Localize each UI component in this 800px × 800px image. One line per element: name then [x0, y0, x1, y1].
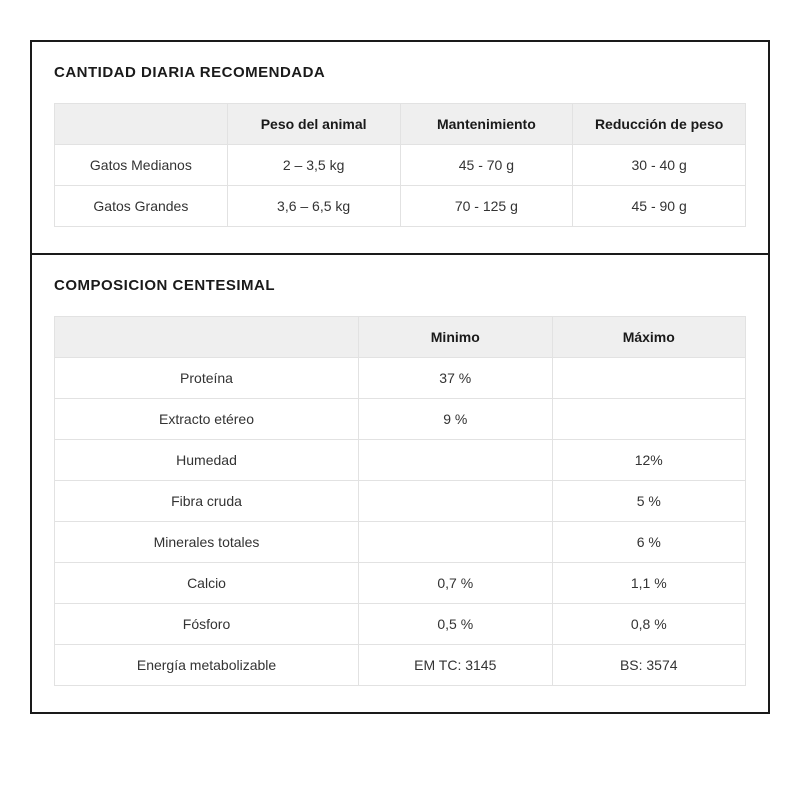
daily-row-peso: 2 – 3,5 kg [227, 145, 400, 186]
composition-row: Proteína 37 % [55, 358, 746, 399]
daily-header-row: Peso del animal Mantenimiento Reducción … [55, 104, 746, 145]
comp-row-min: EM TC: 3145 [359, 645, 552, 686]
composition-row: Calcio 0,7 % 1,1 % [55, 563, 746, 604]
comp-row-label: Fósforo [55, 604, 359, 645]
comp-row-label: Humedad [55, 440, 359, 481]
composition-row: Extracto etéreo 9 % [55, 399, 746, 440]
composition-row: Fósforo 0,5 % 0,8 % [55, 604, 746, 645]
comp-row-label: Extracto etéreo [55, 399, 359, 440]
composition-section: COMPOSICION CENTESIMAL Minimo Máximo Pro… [32, 255, 768, 712]
comp-row-max: 6 % [552, 522, 746, 563]
comp-row-max: 12% [552, 440, 746, 481]
daily-row-label: Gatos Medianos [55, 145, 228, 186]
comp-row-label: Proteína [55, 358, 359, 399]
comp-row-min: 37 % [359, 358, 552, 399]
daily-section: CANTIDAD DIARIA RECOMENDADA Peso del ani… [32, 42, 768, 255]
composition-row: Minerales totales 6 % [55, 522, 746, 563]
comp-row-min [359, 440, 552, 481]
comp-row-min: 9 % [359, 399, 552, 440]
composition-row: Energía metabolizable EM TC: 3145 BS: 35… [55, 645, 746, 686]
daily-row-red: 45 - 90 g [573, 186, 746, 227]
comp-row-label: Calcio [55, 563, 359, 604]
comp-row-label: Minerales totales [55, 522, 359, 563]
comp-col-min: Minimo [359, 317, 552, 358]
comp-row-label: Fibra cruda [55, 481, 359, 522]
comp-row-max: 1,1 % [552, 563, 746, 604]
daily-row-mant: 45 - 70 g [400, 145, 573, 186]
daily-row-red: 30 - 40 g [573, 145, 746, 186]
comp-row-min: 0,5 % [359, 604, 552, 645]
daily-row-label: Gatos Grandes [55, 186, 228, 227]
comp-row-min [359, 522, 552, 563]
composition-row: Humedad 12% [55, 440, 746, 481]
comp-row-max [552, 399, 746, 440]
composition-row: Fibra cruda 5 % [55, 481, 746, 522]
comp-row-max [552, 358, 746, 399]
comp-row-min: 0,7 % [359, 563, 552, 604]
daily-col-peso: Peso del animal [227, 104, 400, 145]
composition-header-row: Minimo Máximo [55, 317, 746, 358]
comp-row-min [359, 481, 552, 522]
comp-col-max: Máximo [552, 317, 746, 358]
nutrition-panel: CANTIDAD DIARIA RECOMENDADA Peso del ani… [30, 40, 770, 714]
composition-table: Minimo Máximo Proteína 37 % Extracto eté… [54, 316, 746, 686]
daily-row: Gatos Grandes 3,6 – 6,5 kg 70 - 125 g 45… [55, 186, 746, 227]
daily-section-title: CANTIDAD DIARIA RECOMENDADA [54, 64, 746, 81]
comp-row-max: 0,8 % [552, 604, 746, 645]
daily-table: Peso del animal Mantenimiento Reducción … [54, 103, 746, 227]
composition-section-title: COMPOSICION CENTESIMAL [54, 277, 746, 294]
comp-row-max: BS: 3574 [552, 645, 746, 686]
daily-col-red: Reducción de peso [573, 104, 746, 145]
daily-col-blank [55, 104, 228, 145]
comp-col-blank [55, 317, 359, 358]
daily-row: Gatos Medianos 2 – 3,5 kg 45 - 70 g 30 -… [55, 145, 746, 186]
comp-row-max: 5 % [552, 481, 746, 522]
daily-row-peso: 3,6 – 6,5 kg [227, 186, 400, 227]
comp-row-label: Energía metabolizable [55, 645, 359, 686]
daily-col-mant: Mantenimiento [400, 104, 573, 145]
daily-row-mant: 70 - 125 g [400, 186, 573, 227]
